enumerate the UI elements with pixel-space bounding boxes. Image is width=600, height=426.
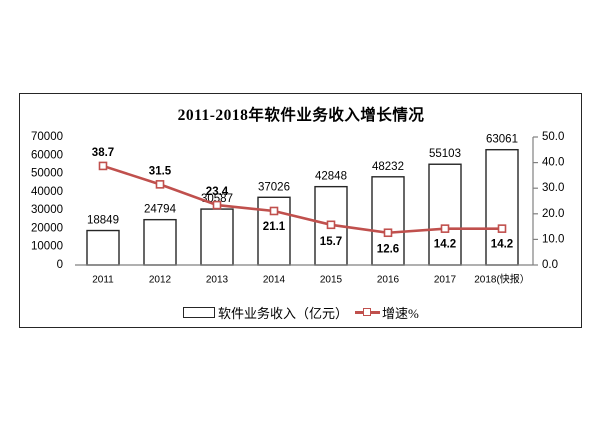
category-label: 2011	[92, 275, 114, 286]
line-marker-icon	[363, 308, 371, 317]
marker-2012	[155, 180, 165, 189]
growth-line	[102, 164, 502, 235]
legend-item-growth: 增速%	[355, 305, 419, 321]
marker-2016	[383, 228, 393, 238]
line-value-label: 14.2	[491, 239, 513, 251]
bar-2018(快报）	[485, 148, 519, 266]
left-axis-tick-label: 70000	[31, 131, 63, 143]
line-value-label: 15.7	[320, 236, 342, 248]
left-axis-tick-label: 50000	[31, 168, 63, 180]
right-axis-tick-label: 50.0	[542, 131, 564, 143]
line-value-label: 12.6	[377, 244, 399, 256]
bar-2013	[200, 208, 234, 266]
bar-2011	[86, 229, 120, 266]
marker-2011	[98, 161, 108, 171]
category-label: 2015	[320, 275, 343, 286]
line-value-label: 21.1	[263, 221, 286, 233]
marker-2018(快报）	[497, 224, 507, 233]
line-value-label: 31.5	[149, 165, 172, 177]
marker-2015	[326, 220, 336, 230]
left-axis-tick-label: 60000	[31, 149, 63, 161]
category-label: 2012	[149, 275, 172, 286]
bar-value-label: 42848	[315, 171, 347, 183]
category-label: 2016	[377, 275, 400, 286]
left-axis-tick-label: 40000	[31, 186, 63, 198]
bar-value-label: 55103	[429, 148, 461, 160]
line-value-label: 14.2	[434, 239, 456, 251]
legend-label-revenue: 软件业务收入（亿元）	[218, 306, 349, 321]
left-axis-tick-label: 20000	[31, 222, 63, 234]
right-axis-tick-label: 40.0	[542, 157, 564, 169]
category-label: 2013	[206, 275, 229, 286]
right-axis-tick-label: 10.0	[542, 233, 564, 245]
bar-2012	[143, 218, 177, 266]
right-axis-tick-label: 0.0	[542, 259, 558, 271]
right-axis-tick-label: 20.0	[542, 208, 564, 220]
left-axis-tick-label: 30000	[31, 204, 63, 216]
category-label: 2017	[434, 275, 457, 286]
category-label: 2018(快报）	[474, 273, 530, 286]
bar-value-label: 18849	[87, 215, 119, 227]
marker-2013	[212, 200, 222, 210]
marker-2014	[269, 206, 279, 216]
chart-title: 2011-2018年软件业务收入增长情况	[177, 107, 425, 124]
line-value-label: 23.4	[206, 186, 229, 198]
line-value-label: 38.7	[92, 147, 114, 159]
left-axis-tick-label: 0	[57, 259, 63, 271]
line-series-swatch-icon	[355, 308, 380, 317]
bar-2016	[371, 176, 405, 266]
left-axis-tick-label: 10000	[31, 241, 63, 253]
legend-label-growth: 增速%	[382, 306, 419, 321]
bar-value-label: 24794	[144, 204, 177, 216]
legend-item-revenue: 软件业务收入（亿元）	[183, 305, 349, 321]
bar-value-label: 48232	[372, 161, 404, 173]
right-axis-tick-label: 30.0	[542, 182, 564, 194]
category-label: 2014	[263, 275, 286, 286]
bar-value-label: 63061	[486, 134, 518, 146]
bar-series-swatch-icon	[183, 307, 215, 318]
marker-2017	[440, 224, 450, 233]
bar-value-label: 37026	[258, 181, 290, 193]
